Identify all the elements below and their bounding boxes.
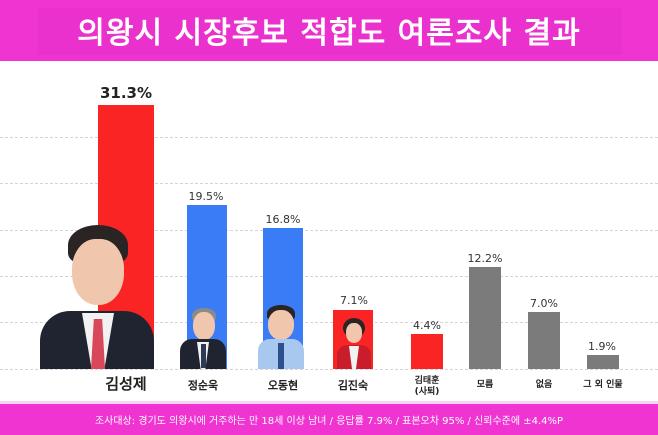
baseline: [0, 369, 658, 370]
gridline: [0, 322, 658, 323]
category-label-kim-jinsook: 김진숙: [337, 379, 369, 392]
category-label-kim-taehoon-name: 김태훈: [414, 376, 440, 386]
bar-none: [528, 312, 560, 369]
survey-footnote: 조사대상: 경기도 의왕시에 거주하는 만 18세 이상 남녀 / 응답률 7.…: [0, 404, 658, 435]
portrait-oh-donghyun: [258, 305, 304, 369]
gridline: [0, 230, 658, 231]
category-label-others: 그 외 인물: [583, 380, 623, 390]
bar-kim-taehoon: [411, 334, 443, 369]
portrait-kim-sungje: [40, 225, 154, 369]
bar-others: [587, 355, 619, 369]
footer-divider: [0, 401, 658, 404]
bar-dont-know: [469, 267, 501, 369]
value-label-others: 1.9%: [588, 340, 616, 353]
chart-title: 의왕시 시장후보 적합도 여론조사 결과: [77, 15, 581, 51]
category-label-oh-donghyun: 오동현: [267, 379, 299, 392]
title-banner-inner: [38, 8, 622, 55]
value-label-dont-know: 12.2%: [467, 252, 503, 265]
category-label-kim-sungje: 김성제: [105, 375, 147, 393]
gridline: [0, 276, 658, 277]
value-label-jeong-sunwook: 19.5%: [188, 190, 224, 203]
plot-area: [0, 61, 658, 401]
category-label-kim-taehoon-withdrawn: (사퇴): [414, 387, 440, 397]
gridline: [0, 137, 658, 138]
category-label-jeong-sunwook: 정순욱: [187, 379, 219, 392]
gridline: [0, 183, 658, 184]
value-label-oh-donghyun: 16.8%: [265, 213, 301, 226]
value-label-none: 7.0%: [530, 297, 558, 310]
portrait-kim-jinsook: [337, 318, 371, 369]
category-label-dont-know: 모름: [476, 380, 494, 390]
title-banner: 의왕시 시장후보 적합도 여론조사 결과: [0, 0, 658, 61]
value-label-kim-taehoon: 4.4%: [413, 319, 441, 332]
value-label-kim-jinsook: 7.1%: [340, 294, 368, 307]
category-label-kim-taehoon: 김태훈 (사퇴): [397, 376, 457, 398]
category-label-none: 없음: [535, 380, 553, 390]
value-label-kim-sungje: 31.3%: [99, 84, 153, 102]
portrait-jeong-sunwook: [180, 308, 226, 369]
